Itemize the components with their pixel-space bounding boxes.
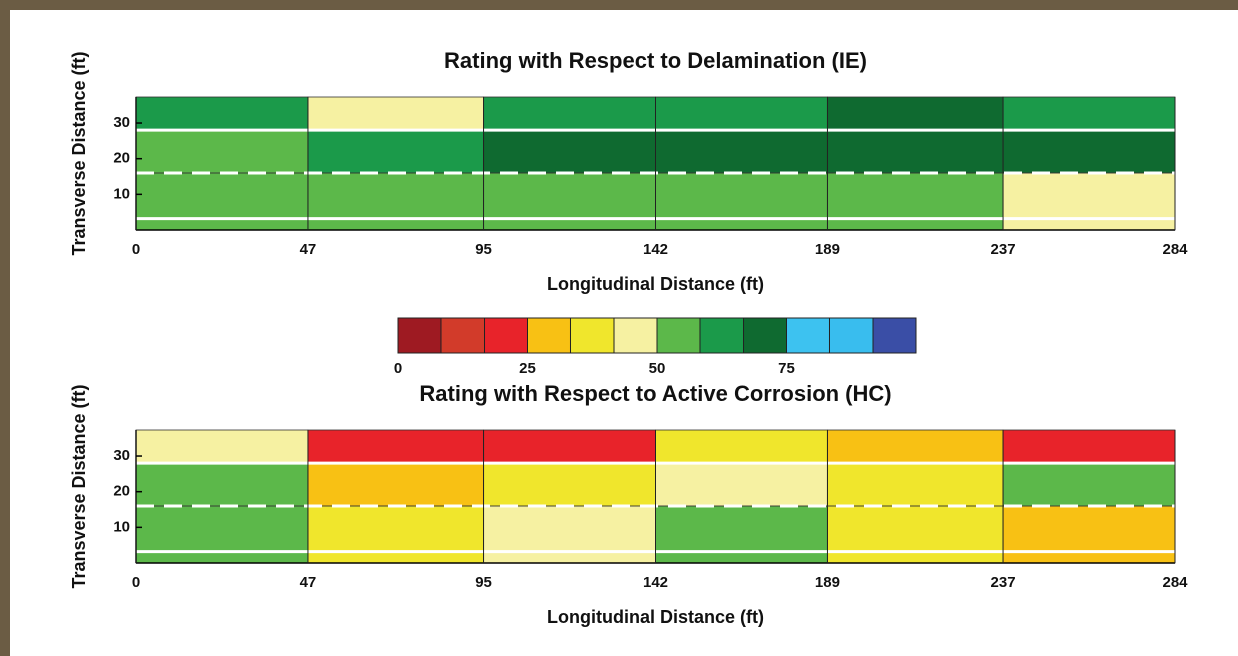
cell [307,96,484,131]
cell [827,96,1004,131]
cell [135,462,309,507]
colorbar-bin [569,317,615,354]
x-tick-label: 47 [300,574,317,591]
cell [135,129,309,174]
cell [307,462,484,507]
x-tick-label: 47 [300,241,317,258]
cell [827,462,1004,507]
cell [655,462,828,507]
cell [1002,462,1176,507]
colorbar-tick-label: 50 [649,360,666,377]
chart-title: Rating with Respect to Delamination (IE) [444,48,867,73]
x-tick-label: 284 [1162,574,1188,591]
x-tick-label: 284 [1162,241,1188,258]
cell [135,172,309,231]
y-tick-label: 20 [113,150,130,167]
x-tick-label: 189 [815,574,840,591]
colorbar-bin [613,317,658,354]
cell [135,505,309,564]
y-axis-label: Transverse Distance (ft) [69,384,89,588]
cell [1002,96,1176,131]
cell [827,172,1004,231]
colorbar-bin [786,317,830,354]
x-tick-label: 189 [815,241,840,258]
y-tick-label: 10 [113,518,130,535]
y-tick-label: 30 [113,447,130,464]
colorbar-bin [828,317,874,354]
cell [1002,429,1176,464]
x-tick-label: 237 [991,241,1016,258]
cell [827,129,1004,174]
x-tick-label: 0 [132,241,140,258]
colorbar-bin [656,317,701,354]
cell [483,505,656,564]
cell [483,429,656,464]
cell [1002,505,1176,564]
colorbar-tick-label: 75 [778,360,795,377]
cell [655,96,828,131]
cell [483,129,656,174]
cell [307,129,484,174]
colorbar-bin [527,317,571,354]
colorbar-bin [872,317,917,354]
x-tick-label: 95 [475,241,492,258]
cell [827,429,1004,464]
cell [307,429,484,464]
cell [135,96,309,131]
colorbar-tick-label: 0 [394,360,402,377]
cell [483,96,656,131]
cell [655,129,828,174]
cell [655,505,828,564]
cell [483,462,656,507]
x-tick-label: 0 [132,574,140,591]
y-tick-label: 10 [113,185,130,202]
cell [483,172,656,231]
colorbar-bin [440,317,486,354]
cell [135,429,309,464]
chart-title: Rating with Respect to Active Corrosion … [419,381,891,406]
y-tick-label: 20 [113,483,130,500]
x-axis-label: Longitudinal Distance (ft) [547,607,764,627]
cell [827,505,1004,564]
colorbar-bin [743,317,787,354]
x-tick-label: 142 [643,574,668,591]
x-tick-label: 95 [475,574,492,591]
cell [1002,129,1176,174]
colorbar-tick-label: 25 [519,360,536,377]
y-axis-label: Transverse Distance (ft) [69,51,89,255]
x-axis-label: Longitudinal Distance (ft) [547,274,764,294]
x-tick-label: 142 [643,241,668,258]
cell [307,505,484,564]
y-tick-label: 30 [113,114,130,131]
colorbar-bin [397,317,442,354]
cell [307,172,484,231]
cell [655,172,828,231]
x-tick-label: 237 [991,574,1016,591]
cell [1002,172,1176,231]
colorbar-bin [484,317,529,354]
colorbar-bin [699,317,745,354]
cell [655,429,828,464]
